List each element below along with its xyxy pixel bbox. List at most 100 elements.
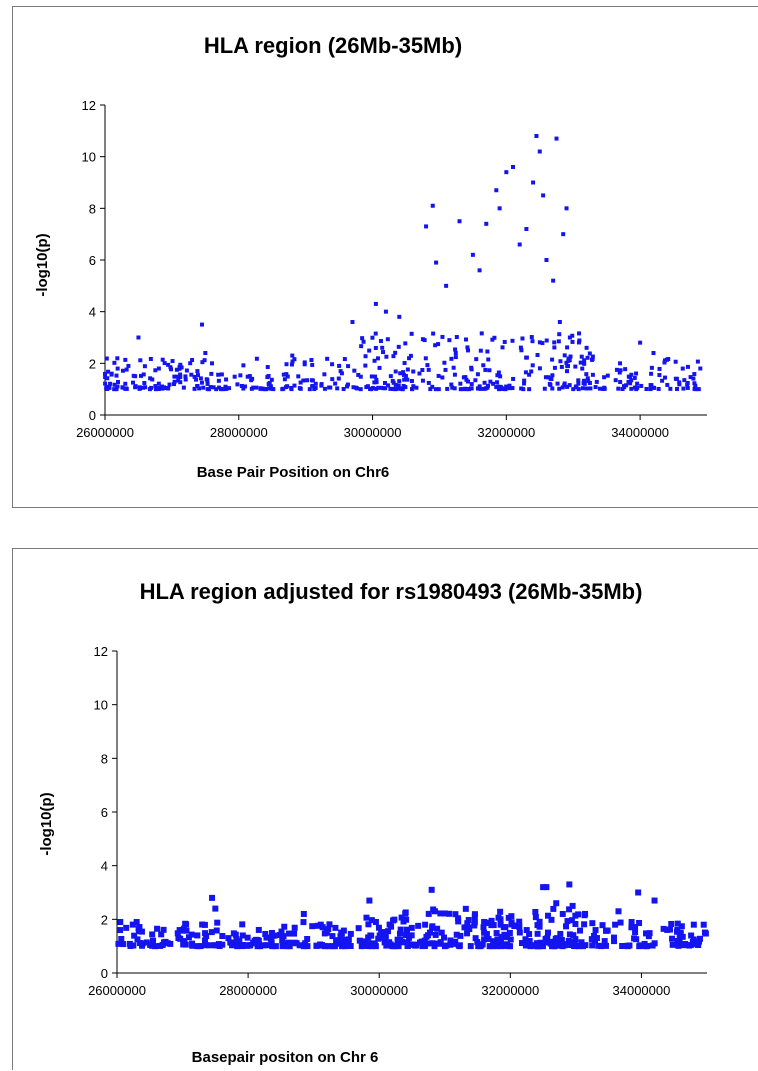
data-point-background [573, 364, 578, 369]
data-point-background [314, 922, 321, 929]
data-point-background [305, 378, 310, 383]
data-point-background [302, 942, 309, 949]
data-point-background [582, 378, 587, 383]
y-tick-label: 10 [94, 698, 108, 713]
data-point-background [691, 376, 696, 381]
y-tick-label: 2 [89, 356, 96, 371]
data-point-background [605, 373, 610, 378]
data-point-background [693, 383, 698, 388]
data-point [551, 278, 556, 283]
data-point-background [423, 933, 430, 940]
data-point-background [472, 935, 479, 942]
data-point-background [437, 910, 444, 917]
data-point-background [458, 387, 463, 392]
data-point-background [421, 942, 428, 949]
data-point-background [185, 934, 192, 941]
data-point-background [455, 915, 462, 922]
data-point-background [498, 943, 505, 950]
data-point-background [645, 933, 652, 940]
data-point-background [138, 358, 143, 363]
data-point-background [239, 943, 246, 950]
data-point-background [601, 386, 606, 391]
data-point-background [322, 372, 327, 377]
data-point-background [681, 386, 686, 391]
data-point-background [298, 386, 303, 391]
data-point-background [241, 386, 246, 391]
data-point-background [403, 373, 408, 378]
data-point-background [431, 331, 436, 336]
data-point-background [142, 364, 147, 369]
data-point-background [427, 929, 434, 936]
data-point-background [493, 930, 500, 937]
data-point-background [660, 925, 667, 932]
data-points [103, 134, 703, 392]
data-point-background [602, 942, 609, 949]
data-point-background [249, 386, 254, 391]
data-point-background [646, 930, 653, 937]
data-point-background [356, 372, 361, 377]
x-tick-label: 26000000 [76, 425, 134, 440]
data-point [698, 366, 703, 371]
axes: 0 2 4 6 8 10 12 26000000 28000000 30000000 3200000… [88, 644, 707, 998]
data-point-background [212, 942, 219, 949]
data-point-background [589, 942, 596, 949]
data-point-background [576, 378, 581, 383]
data-point-background [289, 385, 294, 390]
data-point-background [373, 374, 378, 379]
data-point-background [355, 925, 362, 932]
data-point-background [490, 938, 497, 945]
data-point-background [162, 361, 167, 366]
data-point [290, 353, 295, 358]
data-point [126, 363, 131, 368]
data-point-background [400, 387, 405, 392]
data-point-background [221, 387, 226, 392]
data-point-background [674, 920, 681, 927]
data-point-background [469, 367, 474, 372]
data-point-background [292, 357, 297, 362]
data-point-background [550, 386, 555, 391]
x-axis-title: Base Pair Position on Chr6 [197, 464, 390, 481]
data-point [250, 376, 255, 381]
data-point-background [388, 386, 393, 391]
data-point [543, 884, 550, 891]
data-point-background [385, 337, 390, 342]
data-point-background [238, 373, 243, 378]
data-point-background [666, 357, 671, 362]
data-point-background [565, 369, 570, 374]
data-point-background [453, 355, 458, 360]
data-point-background [351, 385, 356, 390]
x-tick-label: 26000000 [88, 983, 146, 998]
data-point-background [203, 933, 210, 940]
data-point-background [535, 943, 542, 950]
chart-panel-bottom: HLA region adjusted for rs1980493 (26Mb-… [12, 548, 758, 1070]
data-point-background [466, 926, 473, 933]
data-point-background [162, 938, 169, 945]
data-point-background [642, 943, 649, 950]
data-point-background [243, 384, 248, 389]
data-point-background [440, 334, 445, 339]
data-point-background [613, 378, 618, 383]
data-point-background [236, 938, 243, 945]
data-point-background [520, 336, 525, 341]
data-point-background [566, 364, 571, 369]
data-point-background [651, 940, 658, 947]
data-point [651, 897, 658, 904]
data-point-background [426, 367, 431, 372]
data-point-background [177, 365, 182, 370]
data-point-background [339, 371, 344, 376]
data-point-background [359, 344, 364, 349]
data-point-background [449, 356, 454, 361]
data-point-background [602, 375, 607, 380]
data-point-background [486, 383, 491, 388]
data-point-background [178, 372, 183, 377]
data-point-background [166, 362, 171, 367]
data-point-background [156, 366, 161, 371]
data-point-background [147, 941, 154, 948]
data-point-background [388, 374, 393, 379]
data-point-background [548, 376, 553, 381]
data-point-background [552, 935, 559, 942]
data-point [497, 206, 502, 211]
data-point-background [321, 943, 328, 950]
data-point-background [168, 365, 173, 370]
data-point-background [483, 367, 488, 372]
